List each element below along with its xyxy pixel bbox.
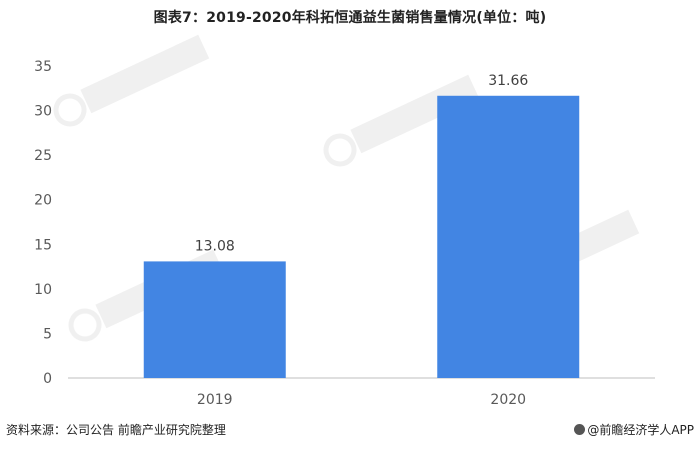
- bar-value-label: 13.08: [195, 238, 235, 254]
- bar: [437, 95, 580, 378]
- bar: [143, 261, 286, 378]
- x-tick-label: 2019: [197, 392, 233, 408]
- brand-label: @前瞻经济学人APP: [587, 423, 694, 437]
- source-note: 资料来源：公司公告 前瞻产业研究院整理: [6, 423, 226, 437]
- y-tick-label: 25: [34, 148, 52, 164]
- y-tick-label: 10: [34, 282, 52, 298]
- footer: 资料来源：公司公告 前瞻产业研究院整理 @前瞻经济学人APP: [0, 421, 700, 441]
- chart-title: 图表7：2019-2020年科拓恒通益生菌销售量情况(单位：吨): [153, 10, 547, 26]
- y-tick-label: 35: [34, 59, 52, 75]
- y-tick-label: 30: [34, 104, 52, 120]
- y-tick-label: 20: [34, 193, 52, 209]
- y-tick-label: 5: [43, 326, 52, 342]
- y-tick-label: 15: [34, 237, 52, 253]
- bar-value-label: 31.66: [488, 73, 528, 89]
- qianzhan-logo-icon: [574, 424, 586, 435]
- x-tick-label: 2020: [490, 392, 526, 408]
- brand-credit: @前瞻经济学人APP: [574, 421, 694, 438]
- y-tick-label: 0: [43, 371, 52, 387]
